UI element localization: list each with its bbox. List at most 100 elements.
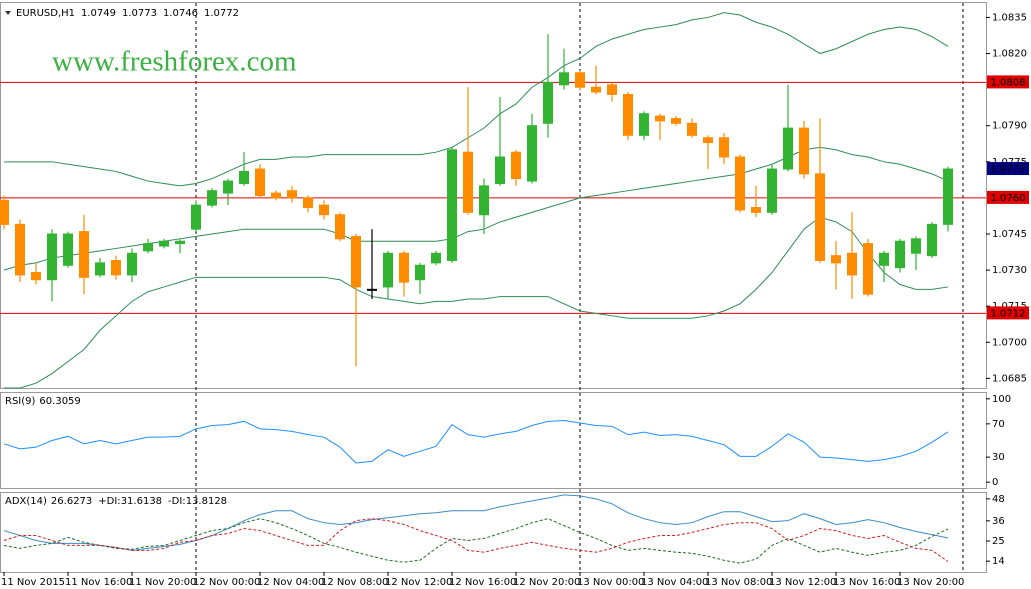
candle-body: [127, 252, 137, 276]
candle-body: [511, 151, 521, 180]
candle-body: [431, 252, 441, 264]
ohlc-high: 1.0773: [122, 8, 157, 19]
x-tick-label: 12 Nov 12:00: [385, 577, 452, 588]
y-tick-label: 30: [992, 452, 1005, 463]
rsi-pane: [0, 392, 987, 489]
last-price-bg: [987, 162, 1029, 176]
indicator-name: -DI:: [168, 496, 186, 507]
watermark: www.freshforex.com: [52, 46, 297, 78]
y-tick-label: 70: [992, 419, 1005, 430]
y-tick-label: 1.0820: [992, 49, 1027, 60]
indicator-line: [4, 12, 949, 187]
candle-body: [847, 252, 857, 276]
y-tick-label: 1.0790: [992, 121, 1027, 132]
candle-body: [463, 151, 473, 213]
y-tick-label: 1.0685: [992, 373, 1027, 384]
candle-body: [799, 127, 809, 175]
candle-body: [111, 259, 121, 276]
y-tick-label: 36: [992, 516, 1005, 527]
y-tick-label: 1.0835: [992, 12, 1027, 23]
indicator-name: +DI:: [98, 496, 120, 507]
candle-body: [191, 204, 201, 230]
x-tick-label: 12 Nov 16:00: [449, 577, 516, 588]
candle-body: [671, 118, 681, 124]
candle-body: [383, 252, 393, 288]
x-tick-label: 11 Nov 2015: [1, 577, 65, 588]
candle-body: [143, 243, 153, 252]
candle-body: [0, 199, 9, 225]
candle-body: [303, 197, 313, 209]
candle-body: [479, 185, 489, 216]
candle-body: [767, 168, 777, 213]
indicator-value: 60.3059: [39, 396, 80, 407]
indicator-line: [3, 419, 949, 464]
candle-body: [831, 255, 841, 264]
candle-body: [335, 214, 345, 240]
candle-body: [399, 252, 409, 283]
candle-body: [623, 93, 633, 136]
candle-body: [703, 137, 713, 144]
x-tick-label: 13 Nov 00:00: [577, 577, 644, 588]
indicator-header: RSI(9) 60.3059: [5, 396, 81, 407]
price-pane: [0, 2, 987, 389]
y-tick-label: 0: [992, 477, 998, 488]
level-label-bg: [987, 190, 1029, 204]
y-tick-label: 48: [992, 494, 1005, 505]
symbol-menu-icon[interactable]: [5, 11, 11, 15]
candle-body: [175, 240, 185, 245]
candle-body: [79, 231, 89, 278]
x-tick-label: 13 Nov 16:00: [833, 577, 900, 588]
indicator-value: 13.8128: [186, 496, 227, 507]
ohlc-open: 1.0749: [81, 8, 116, 19]
level-label-bg: [987, 75, 1029, 89]
candle-body: [639, 113, 649, 136]
adx-pane: [0, 492, 987, 573]
candle-body: [927, 223, 937, 257]
candle-body: [911, 238, 921, 254]
candle-body: [15, 223, 25, 276]
candle-body: [559, 72, 569, 86]
chart-header: EURUSD,H1 1.0749 1.0773 1.0746 1.0772: [16, 8, 239, 19]
y-tick-label: 1.0745: [992, 229, 1027, 240]
indicator-header: ADX(14) 26.6273 +DI:31.6138 -DI:13.8128: [5, 496, 227, 507]
x-tick-label: 12 Nov 08:00: [321, 577, 388, 588]
symbol: EURUSD,H1: [16, 8, 75, 19]
x-tick-label: 12 Nov 20:00: [513, 577, 580, 588]
x-tick-label: 13 Nov 20:00: [897, 577, 964, 588]
level-label: 1.0712: [991, 308, 1026, 319]
x-tick-label: 13 Nov 08:00: [705, 577, 772, 588]
y-tick-label: 100: [992, 394, 1011, 405]
y-tick-label: 14: [992, 556, 1005, 567]
candle-body: [751, 207, 761, 213]
candle-body: [895, 240, 905, 269]
day-separators: [195, 3, 964, 572]
x-tick-label: 12 Nov 04:00: [257, 577, 324, 588]
indicator-name: RSI(9): [5, 396, 36, 407]
candle-body: [47, 233, 57, 281]
indicator-line: [3, 518, 949, 562]
candle-body: [287, 190, 297, 199]
candle-body: [207, 190, 217, 206]
y-tick-label: 1.0730: [992, 265, 1027, 276]
candle-body: [447, 149, 457, 261]
indicator-value: 31.6138: [121, 496, 162, 507]
indicator-line: [3, 494, 949, 551]
candle-body: [63, 233, 73, 266]
candle-body: [607, 84, 617, 95]
level-label: 1.0808: [991, 77, 1026, 88]
candle-body: [527, 125, 537, 182]
x-tick-label: 11 Nov 16:00: [65, 577, 132, 588]
candle-body: [735, 156, 745, 211]
candle-body: [415, 264, 425, 281]
x-tick-label: 12 Nov 00:00: [193, 577, 260, 588]
x-tick-label: 13 Nov 12:00: [769, 577, 836, 588]
candle-body: [591, 86, 601, 93]
candle-body: [239, 170, 249, 184]
ohlc-low: 1.0746: [163, 8, 198, 19]
indicator-value: 26.6273: [51, 496, 92, 507]
candle-body: [879, 252, 889, 266]
ohlc-close: 1.0772: [204, 8, 239, 19]
level-label-bg: [987, 306, 1029, 320]
